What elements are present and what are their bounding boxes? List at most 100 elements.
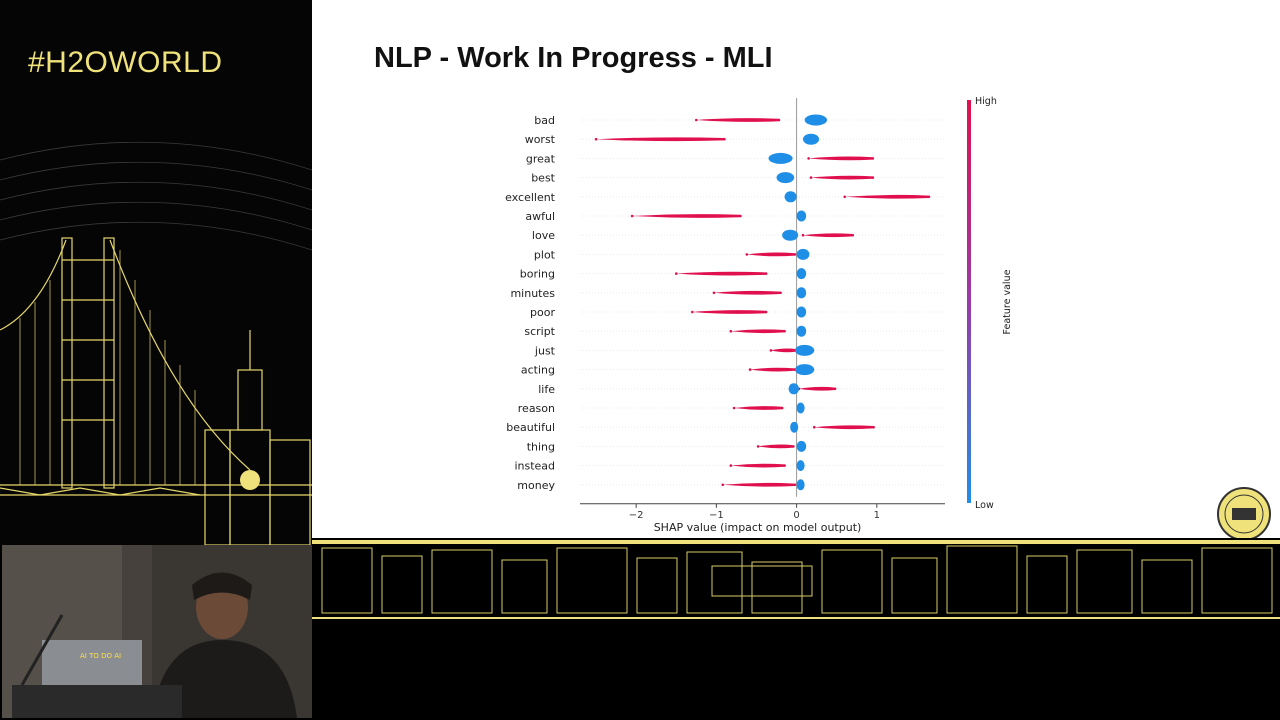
high-value-point	[769, 349, 773, 352]
high-value-points	[596, 137, 725, 142]
colorbar-low-label: Low	[975, 500, 994, 511]
low-value-cluster	[790, 421, 799, 433]
high-value-points	[770, 348, 797, 353]
low-value-cluster	[796, 306, 807, 318]
high-value-point	[756, 445, 760, 448]
high-value-point	[748, 368, 752, 371]
x-tick-label: −2	[629, 510, 644, 521]
high-value-points	[811, 175, 873, 180]
high-value-points	[692, 310, 767, 314]
high-value-points	[734, 406, 783, 410]
high-value-point	[927, 195, 931, 199]
speaker-video: AI TO DO AI	[2, 545, 312, 718]
x-tick-label: 1	[874, 510, 880, 521]
shap-summary-chart: bad worst great best excellent awful love plot b…	[505, 96, 1013, 534]
slide-panel: NLP - Work In Progress - MLI bad worst gre…	[312, 0, 1280, 545]
colorbar-high-label: High	[975, 96, 997, 107]
feature-label: great	[526, 152, 556, 165]
low-value-cluster	[776, 172, 795, 184]
golden-gate-bridge-illustration	[0, 141, 312, 545]
feature-label: just	[534, 344, 556, 357]
low-value-cluster	[796, 460, 805, 472]
high-value-point	[871, 176, 875, 179]
high-value-point	[801, 233, 805, 237]
high-value-point	[630, 214, 634, 218]
low-value-cluster	[796, 325, 807, 337]
san-francisco-h2o-world-logo	[1217, 487, 1271, 541]
high-value-points	[758, 444, 794, 449]
feature-label: awful	[525, 210, 555, 223]
high-value-point	[833, 387, 837, 391]
low-value-cluster	[796, 287, 807, 299]
low-value-cluster	[803, 133, 820, 145]
high-value-points	[722, 482, 795, 487]
high-value-points	[713, 290, 781, 295]
high-value-points	[746, 252, 795, 257]
high-value-point	[732, 406, 736, 410]
feature-label: life	[538, 383, 555, 396]
high-value-point	[764, 310, 768, 314]
feature-label: minutes	[510, 287, 555, 300]
high-value-point	[739, 214, 742, 218]
feature-label: worst	[525, 133, 556, 146]
low-value-cluster	[788, 383, 799, 395]
feature-label: excellent	[505, 191, 556, 204]
high-value-point	[871, 157, 875, 160]
low-value-cluster	[796, 479, 805, 491]
high-value-points	[750, 367, 795, 372]
high-value-point	[872, 425, 875, 429]
low-value-cluster	[782, 229, 799, 241]
x-tick-label: 0	[793, 510, 799, 521]
feature-label: thing	[527, 440, 555, 453]
low-value-cluster	[796, 268, 807, 280]
high-value-points	[814, 425, 874, 430]
event-hashtag: #H2OWORLD	[28, 46, 223, 79]
feature-label: bad	[534, 114, 555, 127]
feature-label: love	[532, 229, 555, 242]
slide-title: NLP - Work In Progress - MLI	[374, 42, 773, 74]
high-value-point	[783, 329, 786, 333]
x-axis-label: SHAP value (impact on model output)	[654, 521, 862, 534]
high-value-point	[764, 272, 768, 275]
low-value-cluster	[794, 344, 815, 356]
feature-label: reason	[518, 402, 555, 415]
high-value-points	[799, 386, 836, 391]
high-value-point	[674, 272, 678, 275]
feature-label: acting	[521, 364, 555, 377]
low-value-cluster	[794, 364, 815, 376]
high-value-points	[844, 194, 929, 199]
laptop-sticker: AI TO DO AI	[80, 652, 121, 660]
high-value-points	[730, 329, 785, 334]
low-value-cluster	[796, 248, 810, 260]
high-value-point	[721, 483, 725, 487]
city-skyline-illustration	[312, 538, 1280, 620]
feature-label: boring	[520, 268, 555, 281]
high-value-points	[803, 233, 853, 238]
high-value-point	[729, 329, 733, 333]
high-value-points	[730, 463, 785, 468]
high-value-point	[691, 310, 694, 314]
high-value-point	[729, 464, 733, 467]
feature-label: money	[517, 479, 555, 492]
high-value-point	[745, 253, 749, 256]
low-value-cluster	[804, 114, 828, 126]
high-value-points	[696, 118, 779, 122]
colorbar-title: Feature value	[1002, 269, 1013, 334]
high-value-point	[594, 137, 598, 141]
high-value-point	[807, 157, 810, 160]
high-value-points	[808, 156, 873, 161]
low-value-cluster	[796, 440, 807, 452]
high-value-point	[723, 137, 726, 141]
low-value-cluster	[784, 191, 797, 203]
high-value-point	[809, 176, 813, 179]
high-value-point	[777, 118, 781, 122]
feature-label: best	[531, 172, 555, 185]
high-value-point	[695, 118, 698, 122]
high-value-point	[793, 253, 797, 256]
low-value-cluster	[768, 152, 793, 164]
high-value-point	[779, 291, 782, 295]
feature-label: plot	[534, 248, 556, 261]
high-value-point	[793, 483, 797, 487]
low-value-cluster	[796, 402, 805, 414]
event-sidebar: #H2OWORLD	[0, 0, 312, 545]
